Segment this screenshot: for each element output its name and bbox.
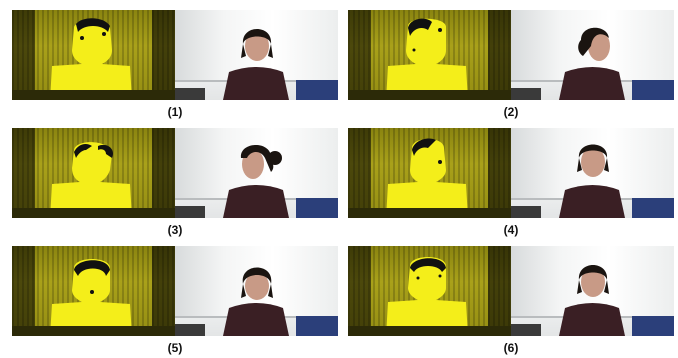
person bbox=[223, 29, 289, 100]
rgb-image bbox=[511, 246, 674, 336]
blue-board bbox=[296, 80, 338, 100]
depth-silhouette bbox=[386, 138, 468, 218]
depth-floor bbox=[348, 90, 511, 100]
dark-object bbox=[511, 324, 541, 336]
depth-floor bbox=[348, 208, 511, 218]
blue-board bbox=[632, 80, 674, 100]
panel-6 bbox=[348, 246, 674, 336]
person bbox=[559, 144, 625, 218]
dark-object bbox=[175, 206, 205, 218]
caption-5: (5) bbox=[167, 341, 183, 355]
depth-silhouette bbox=[50, 18, 132, 100]
person bbox=[559, 27, 625, 100]
depth-image bbox=[12, 128, 175, 218]
rgb-image bbox=[175, 128, 338, 218]
depth-image bbox=[348, 10, 511, 100]
panel-5 bbox=[12, 246, 338, 336]
dark-object bbox=[175, 88, 205, 100]
panel-2 bbox=[348, 10, 674, 100]
blue-board bbox=[296, 198, 338, 218]
rgb-image bbox=[511, 128, 674, 218]
depth-silhouette bbox=[50, 259, 132, 336]
person bbox=[223, 267, 289, 336]
blue-board bbox=[296, 316, 338, 336]
dark-object bbox=[511, 88, 541, 100]
depth-floor bbox=[12, 90, 175, 100]
person bbox=[559, 265, 625, 336]
depth-image bbox=[12, 246, 175, 336]
rgb-image bbox=[175, 246, 338, 336]
blue-board bbox=[632, 316, 674, 336]
dark-object bbox=[511, 206, 541, 218]
depth-image bbox=[348, 128, 511, 218]
depth-silhouette bbox=[386, 18, 468, 100]
blue-board bbox=[632, 198, 674, 218]
caption-6: (6) bbox=[503, 341, 519, 355]
panel-1 bbox=[12, 10, 338, 100]
depth-floor bbox=[348, 326, 511, 336]
depth-silhouette bbox=[386, 257, 468, 336]
rgb-image bbox=[175, 10, 338, 100]
panel-4 bbox=[348, 128, 674, 218]
caption-4: (4) bbox=[503, 223, 519, 237]
caption-1: (1) bbox=[167, 105, 183, 119]
caption-3: (3) bbox=[167, 223, 183, 237]
depth-floor bbox=[12, 208, 175, 218]
depth-image bbox=[348, 246, 511, 336]
rgb-image bbox=[511, 10, 674, 100]
panel-3 bbox=[12, 128, 338, 218]
caption-2: (2) bbox=[503, 105, 519, 119]
dark-object bbox=[175, 324, 205, 336]
person bbox=[223, 144, 289, 218]
depth-silhouette bbox=[50, 142, 132, 218]
depth-image bbox=[12, 10, 175, 100]
depth-floor bbox=[12, 326, 175, 336]
